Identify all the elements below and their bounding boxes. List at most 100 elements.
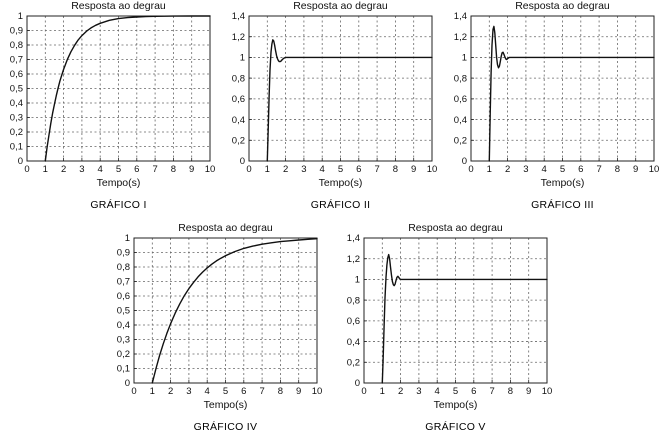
y-tick-label: 0,4 — [454, 115, 467, 126]
x-tick-label: 3 — [79, 164, 84, 175]
chart-grafico-ii: 0 1 2 3 4 5 6 7 8 9 10 0 0,2 0,4 0,6 0,8 1 1,2 1,4 Respost… — [222, 0, 442, 218]
y-tick-label: 0,2 — [347, 357, 360, 368]
grafico-iii-plot: 0 1 2 3 4 5 6 7 8 9 10 0 0,2 0,4 0,6 0,8 1 1,2 1,4 Respost… — [454, 0, 660, 211]
y-tick-label: 0,8 — [347, 295, 360, 306]
plot-layer: 0 1 2 3 4 5 6 7 8 9 1000,10,20,30,40,50,60,70,80,9… — [117, 233, 323, 397]
y-tick-label: 1 — [240, 53, 245, 64]
x-tick-label: 7 — [374, 164, 379, 175]
y-tick-label: 1,2 — [347, 254, 360, 265]
y-tick-label: 0,3 — [10, 113, 23, 124]
x-tick-label: 1 — [265, 164, 270, 175]
response-curve — [266, 39, 433, 162]
y-tick-label: 1 — [18, 11, 23, 22]
x-tick-label: 4 — [320, 164, 325, 175]
chart-caption: GRÁFICO III — [531, 198, 594, 211]
x-tick-label: 6 — [356, 164, 361, 175]
y-tick-label: 0,7 — [10, 55, 23, 66]
y-tick-label: 0 — [125, 378, 130, 389]
chart-title: Resposta ao degrau — [71, 0, 166, 12]
y-tick-label: 1,4 — [454, 11, 467, 22]
x-tick-label: 10 — [542, 386, 553, 397]
x-tick-label: 9 — [296, 386, 301, 397]
x-tick-label: 6 — [241, 386, 246, 397]
y-tick-label: 1 — [125, 233, 130, 244]
x-tick-label: 5 — [116, 164, 121, 175]
y-tick-label: 1,4 — [347, 233, 360, 244]
y-tick-label: 0 — [355, 378, 360, 389]
x-tick-label: 8 — [393, 164, 398, 175]
x-tick-label: 7 — [259, 386, 264, 397]
x-tick-label: 3 — [186, 386, 191, 397]
x-axis-label: Tempo(s) — [204, 399, 248, 411]
y-tick-label: 0,6 — [454, 94, 467, 105]
x-tick-label: 4 — [98, 164, 103, 175]
y-tick-label: 0,8 — [10, 40, 23, 51]
y-tick-label: 1 — [462, 53, 467, 64]
x-tick-label: 8 — [171, 164, 176, 175]
y-tick-label: 0,6 — [10, 69, 23, 80]
chart-caption: GRÁFICO I — [90, 198, 146, 211]
y-tick-label: 0 — [18, 156, 23, 167]
y-tick-label: 0,8 — [232, 73, 245, 84]
x-axis-label: Tempo(s) — [97, 177, 141, 189]
y-tick-label: 0,2 — [10, 127, 23, 138]
x-tick-label: 4 — [205, 386, 210, 397]
plot-layer: 0 1 2 3 4 5 6 7 8 9 10 0 0,2 0,4 0,6 0,8 1 1,2 1,4 — [232, 11, 438, 175]
chart-title: Resposta ao degrau — [178, 222, 273, 234]
x-tick-label: 0 — [24, 164, 29, 175]
y-tick-label: 0,8 — [454, 73, 467, 84]
y-tick-label: 0,4 — [117, 320, 130, 331]
y-tick-label: 0,6 — [232, 94, 245, 105]
x-tick-label: 5 — [560, 164, 565, 175]
plot-layer: 0 1 2 3 4 5 6 7 8 9 10 0 0,2 0,4 0,6 0,8 1 1,2 1,4 — [454, 11, 660, 175]
x-tick-label: 2 — [505, 164, 510, 175]
x-tick-label: 7 — [489, 386, 494, 397]
plot-layer: 0 1 2 3 4 5 6 7 8 9 10 0 0,2 0,4 0,6 0,8 1 1,2 1,4 — [347, 233, 553, 397]
response-curve — [381, 253, 548, 384]
y-tick-label: 0,2 — [232, 135, 245, 146]
y-tick-label: 0,8 — [117, 262, 130, 273]
x-tick-label: 6 — [578, 164, 583, 175]
y-tick-label: 1,2 — [232, 32, 245, 43]
x-tick-label: 6 — [471, 386, 476, 397]
y-tick-label: 0,9 — [117, 248, 130, 259]
y-tick-label: 0,4 — [347, 337, 360, 348]
chart-grafico-i: 0 1 2 3 4 5 6 7 8 9 10 0 0,1 0,2 0,3 0,4 0,5 0,6 0,7 0,8 0,9… — [0, 0, 220, 218]
chart-title: Resposta ao degrau — [408, 222, 503, 234]
x-tick-label: 9 — [189, 164, 194, 175]
chart-title: Resposta ao degrau — [293, 0, 388, 12]
x-tick-label: 9 — [633, 164, 638, 175]
y-tick-label: 0,6 — [347, 316, 360, 327]
x-tick-label: 8 — [508, 386, 513, 397]
x-tick-label: 3 — [523, 164, 528, 175]
x-axis-label: Tempo(s) — [319, 177, 363, 189]
y-tick-label: 1,4 — [232, 11, 245, 22]
x-tick-label: 4 — [542, 164, 547, 175]
x-tick-label: 0 — [361, 386, 366, 397]
x-tick-label: 8 — [615, 164, 620, 175]
x-tick-label: 0 — [131, 386, 136, 397]
response-curve — [44, 15, 211, 162]
chart-caption: GRÁFICO II — [311, 198, 371, 211]
x-tick-label: 8 — [278, 386, 283, 397]
y-tick-label: 0,4 — [232, 115, 245, 126]
x-tick-label: 10 — [427, 164, 438, 175]
y-tick-label: 0 — [462, 156, 467, 167]
y-tick-label: 1,2 — [454, 32, 467, 43]
y-tick-label: 0,2 — [117, 349, 130, 360]
grafico-v-plot: 0 1 2 3 4 5 6 7 8 9 10 0 0,2 0,4 0,6 0,8 1 1,2 1,4 Respost… — [347, 222, 553, 433]
x-tick-label: 1 — [150, 386, 155, 397]
x-tick-label: 3 — [416, 386, 421, 397]
y-tick-label: 0 — [240, 156, 245, 167]
x-tick-label: 2 — [283, 164, 288, 175]
x-tick-label: 5 — [338, 164, 343, 175]
y-tick-label: 0,1 — [10, 142, 23, 153]
x-axis-label: Tempo(s) — [434, 399, 478, 411]
chart-grafico-iv: 0 1 2 3 4 5 6 7 8 9 10 0 0,1 0,2 0,3 0,4 0,5 0,6 0,7 0,8 0,9… — [107, 222, 327, 440]
y-tick-label: 0,7 — [117, 277, 130, 288]
y-tick-label: 0,9 — [10, 26, 23, 37]
chart-title: Resposta ao degrau — [515, 0, 610, 12]
x-tick-label: 9 — [411, 164, 416, 175]
x-tick-label: 7 — [596, 164, 601, 175]
x-tick-label: 5 — [223, 386, 228, 397]
